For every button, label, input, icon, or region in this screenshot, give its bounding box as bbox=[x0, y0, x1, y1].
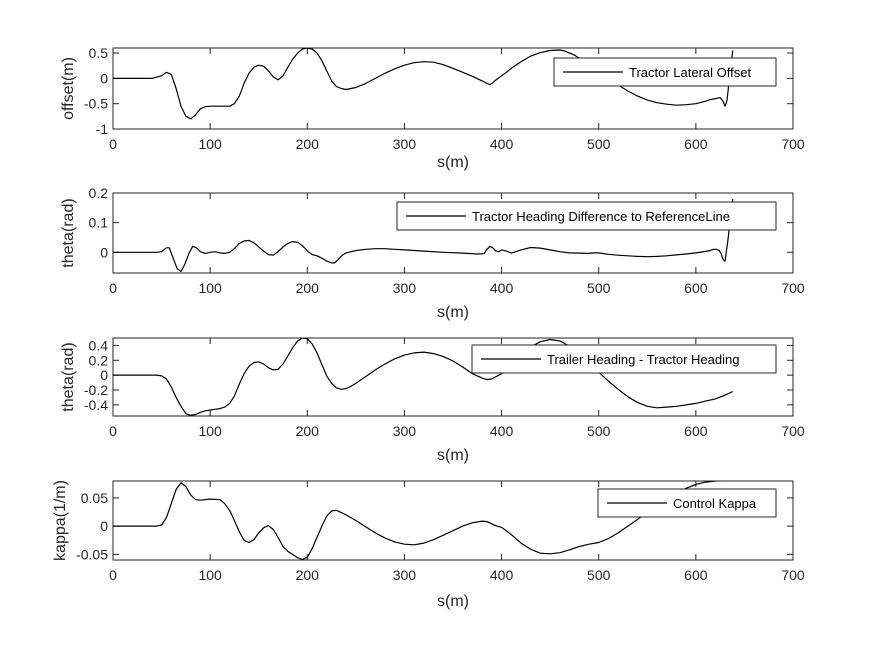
y-tick-label: -0.4 bbox=[84, 397, 108, 413]
y-ticks: -0.05 0 0.05 bbox=[76, 490, 793, 562]
x-tick-label: 600 bbox=[684, 567, 708, 583]
x-tick-label: 600 bbox=[684, 423, 708, 439]
x-tick-label: 200 bbox=[296, 423, 320, 439]
x-tick-label: 200 bbox=[296, 567, 320, 583]
y-tick-label: -1 bbox=[96, 121, 109, 137]
series-line bbox=[113, 48, 734, 120]
y-ticks: 0 0.1 0.2 bbox=[89, 185, 793, 260]
x-tick-label: 500 bbox=[587, 136, 611, 152]
subplot-tractor-heading-difference: 0 100 200 300 400 500 600 700 0 0.1 0.2 s(m) thet… bbox=[60, 185, 805, 321]
x-tick-label: 200 bbox=[296, 136, 320, 152]
series-line bbox=[113, 198, 734, 273]
x-axis-label: s(m) bbox=[437, 304, 469, 321]
x-tick-label: 100 bbox=[198, 280, 222, 296]
x-tick-label: 700 bbox=[781, 280, 805, 296]
x-axis-label: s(m) bbox=[437, 593, 469, 610]
legend: Tractor Heading Difference to ReferenceL… bbox=[396, 201, 777, 231]
y-ticks: -0.4-0.200.20.4 bbox=[84, 337, 793, 413]
x-tick-label: 100 bbox=[198, 423, 222, 439]
x-tick-label: 100 bbox=[198, 567, 222, 583]
legend-label: Control Kappa bbox=[673, 496, 757, 511]
y-tick-label: -0.5 bbox=[84, 96, 108, 112]
y-tick-label: -0.05 bbox=[76, 546, 108, 562]
series-line bbox=[113, 481, 726, 560]
legend: Control Kappa bbox=[597, 488, 777, 518]
x-tick-label: 0 bbox=[109, 423, 117, 439]
series-line bbox=[113, 338, 734, 416]
legend-label: Trailer Heading - Tractor Heading bbox=[547, 352, 739, 367]
subplot-trailer-heading: 0 100 200 300 400 500 600 700 -0.4-0.200.20.4 s… bbox=[60, 337, 805, 464]
legend-label: Tractor Lateral Offset bbox=[629, 65, 751, 80]
x-tick-label: 700 bbox=[781, 136, 805, 152]
x-tick-label: 500 bbox=[587, 567, 611, 583]
y-axis-label: theta(rad) bbox=[60, 198, 77, 267]
x-tick-label: 400 bbox=[490, 136, 514, 152]
x-ticks: 0 100 200 300 400 500 600 700 bbox=[109, 193, 805, 296]
x-ticks: 0 100 200 300 400 500 600 700 bbox=[109, 338, 805, 439]
y-axis-label: kappa(1/m) bbox=[52, 480, 69, 561]
x-ticks: 0 100 200 300 400 500 600 700 bbox=[109, 481, 805, 583]
y-axis-label: offset(m) bbox=[60, 57, 77, 120]
x-tick-label: 300 bbox=[393, 567, 417, 583]
subplot-tractor-lateral-offset: 0 100 200 300 400 500 600 700 -1 -0.5 0 0.5 s(m) o… bbox=[60, 45, 805, 171]
x-tick-label: 100 bbox=[198, 136, 222, 152]
x-tick-label: 300 bbox=[393, 280, 417, 296]
y-tick-label: 0.05 bbox=[81, 490, 108, 506]
y-tick-label: -0.2 bbox=[84, 382, 108, 398]
x-tick-label: 400 bbox=[490, 280, 514, 296]
y-tick-label: 0.1 bbox=[89, 215, 109, 231]
y-tick-label: 0 bbox=[100, 367, 108, 383]
y-tick-label: 0 bbox=[100, 518, 108, 534]
legend-box bbox=[471, 344, 777, 374]
x-tick-label: 200 bbox=[296, 280, 320, 296]
x-tick-label: 0 bbox=[109, 136, 117, 152]
legend-label: Tractor Heading Difference to ReferenceL… bbox=[472, 209, 730, 224]
x-axis-label: s(m) bbox=[437, 447, 469, 464]
x-tick-label: 0 bbox=[109, 280, 117, 296]
x-tick-label: 600 bbox=[684, 280, 708, 296]
x-tick-label: 0 bbox=[109, 567, 117, 583]
x-tick-label: 500 bbox=[587, 423, 611, 439]
y-tick-label: 0.4 bbox=[89, 337, 109, 353]
x-tick-label: 400 bbox=[490, 423, 514, 439]
y-tick-label: 0.5 bbox=[89, 45, 109, 61]
x-tick-label: 600 bbox=[684, 136, 708, 152]
x-tick-label: 300 bbox=[393, 423, 417, 439]
y-tick-label: 0 bbox=[100, 244, 108, 260]
x-tick-label: 500 bbox=[587, 280, 611, 296]
x-tick-label: 700 bbox=[781, 423, 805, 439]
legend: Trailer Heading - Tractor Heading bbox=[471, 344, 777, 374]
x-axis-label: s(m) bbox=[437, 154, 469, 171]
y-tick-label: 0.2 bbox=[89, 185, 109, 201]
x-ticks: 0 100 200 300 400 500 600 700 bbox=[109, 48, 805, 152]
legend: Tractor Lateral Offset bbox=[553, 57, 777, 87]
x-tick-label: 300 bbox=[393, 136, 417, 152]
x-tick-label: 400 bbox=[490, 567, 514, 583]
y-tick-label: 0 bbox=[100, 70, 108, 86]
x-tick-label: 700 bbox=[781, 567, 805, 583]
y-ticks: -1 -0.5 0 0.5 bbox=[84, 45, 793, 137]
y-axis-label: theta(rad) bbox=[60, 342, 77, 411]
y-tick-label: 0.2 bbox=[89, 352, 109, 368]
